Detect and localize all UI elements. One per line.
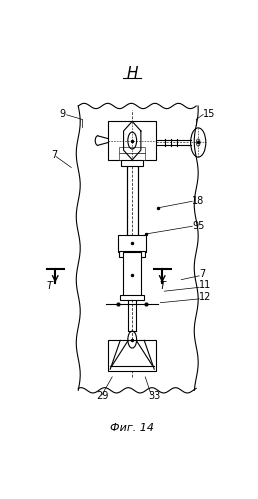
Bar [119, 148, 145, 153]
Text: Н: Н [126, 66, 138, 81]
Text: 95: 95 [192, 221, 205, 231]
Text: 15: 15 [203, 109, 216, 119]
Bar [108, 340, 156, 371]
Text: T: T [159, 281, 165, 291]
Text: 7: 7 [51, 150, 58, 160]
Bar [119, 251, 145, 257]
Bar [108, 121, 156, 160]
Bar [118, 235, 146, 252]
Text: 33: 33 [149, 391, 161, 401]
Text: 12: 12 [199, 292, 212, 302]
Bar [120, 295, 144, 300]
Bar [119, 153, 145, 160]
Bar [123, 252, 141, 298]
Bar [121, 160, 143, 166]
Text: Фиг. 14: Фиг. 14 [110, 423, 154, 433]
Text: 9: 9 [59, 109, 65, 119]
Text: T: T [47, 281, 53, 291]
Text: 11: 11 [199, 280, 212, 290]
Text: 29: 29 [96, 391, 108, 401]
Text: 7: 7 [199, 269, 205, 279]
Text: 18: 18 [192, 196, 204, 206]
